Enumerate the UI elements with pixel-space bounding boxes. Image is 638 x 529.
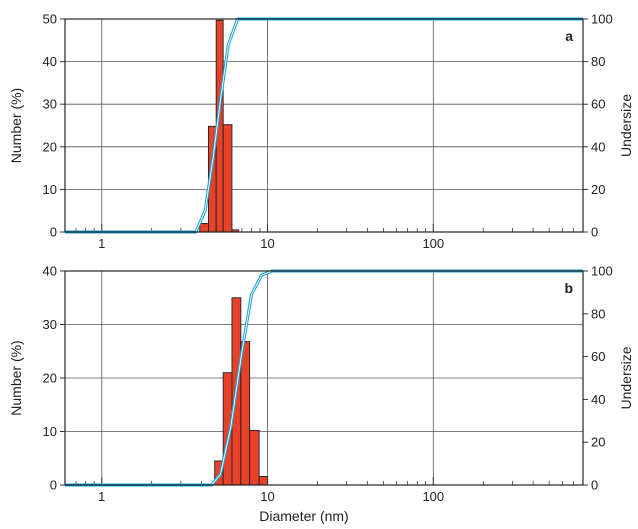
y2-tick-label: 40 <box>591 392 605 407</box>
y2-tick-label: 0 <box>591 478 598 493</box>
x-tick-label: 100 <box>422 236 444 251</box>
undersize-line-highlight <box>65 18 583 233</box>
y-axis-title: Number (%) <box>8 340 24 415</box>
y-tick-label: 20 <box>43 371 57 386</box>
x-axis-title: Diameter (nm) <box>259 508 348 524</box>
y2-tick-label: 60 <box>591 349 605 364</box>
y2-tick-label: 100 <box>591 12 613 27</box>
plot-frame <box>64 18 584 233</box>
undersize-line <box>65 17 583 234</box>
y2-tick-label: 0 <box>591 225 598 240</box>
y-tick-label: 10 <box>43 424 57 439</box>
y2-tick-label: 60 <box>591 97 605 112</box>
histogram-bar <box>240 341 251 486</box>
y-tick-label: 40 <box>43 54 57 69</box>
histogram-bar <box>222 124 233 233</box>
y2-axis-title: Undersize <box>618 346 634 409</box>
x-tick-label: 1 <box>98 236 105 251</box>
panel-label: a <box>565 28 573 44</box>
y-axis-title: Number (%) <box>8 88 24 163</box>
y2-tick-label: 80 <box>591 54 605 69</box>
y-tick-label: 0 <box>50 225 57 240</box>
histogram-bar <box>199 223 209 233</box>
y2-tick-label: 100 <box>591 264 613 279</box>
x-tick-label: 10 <box>260 236 274 251</box>
y-tick-label: 30 <box>43 317 57 332</box>
y2-tick-label: 80 <box>591 306 605 321</box>
y2-tick-label: 20 <box>591 182 605 197</box>
y-tick-label: 20 <box>43 139 57 154</box>
y2-tick-label: 20 <box>591 435 605 450</box>
chart-panel-a: 0 10 20 30 40 50 0 20 40 60 80 100 1 10 100 a Number (%)… <box>8 12 634 252</box>
y-tick-label: 10 <box>43 182 57 197</box>
histogram-bar <box>249 429 260 486</box>
panel-label: b <box>564 280 573 296</box>
x-tick-label: 100 <box>422 489 444 504</box>
x-tick-label: 10 <box>260 489 274 504</box>
x-tick-label: 1 <box>98 489 105 504</box>
y-tick-label: 30 <box>43 97 57 112</box>
y-tick-label: 0 <box>50 478 57 493</box>
y2-tick-label: 40 <box>591 139 605 154</box>
chart-panel-b: 0 10 20 30 40 0 20 40 60 80 100 1 10 100 b Number (%) Un… <box>8 264 634 525</box>
y2-axis-title: Undersize <box>618 94 634 157</box>
histogram-bar <box>258 475 268 486</box>
undersize-line-highlight <box>65 270 583 486</box>
y-tick-label: 40 <box>43 264 57 279</box>
y-tick-label: 50 <box>43 12 57 27</box>
